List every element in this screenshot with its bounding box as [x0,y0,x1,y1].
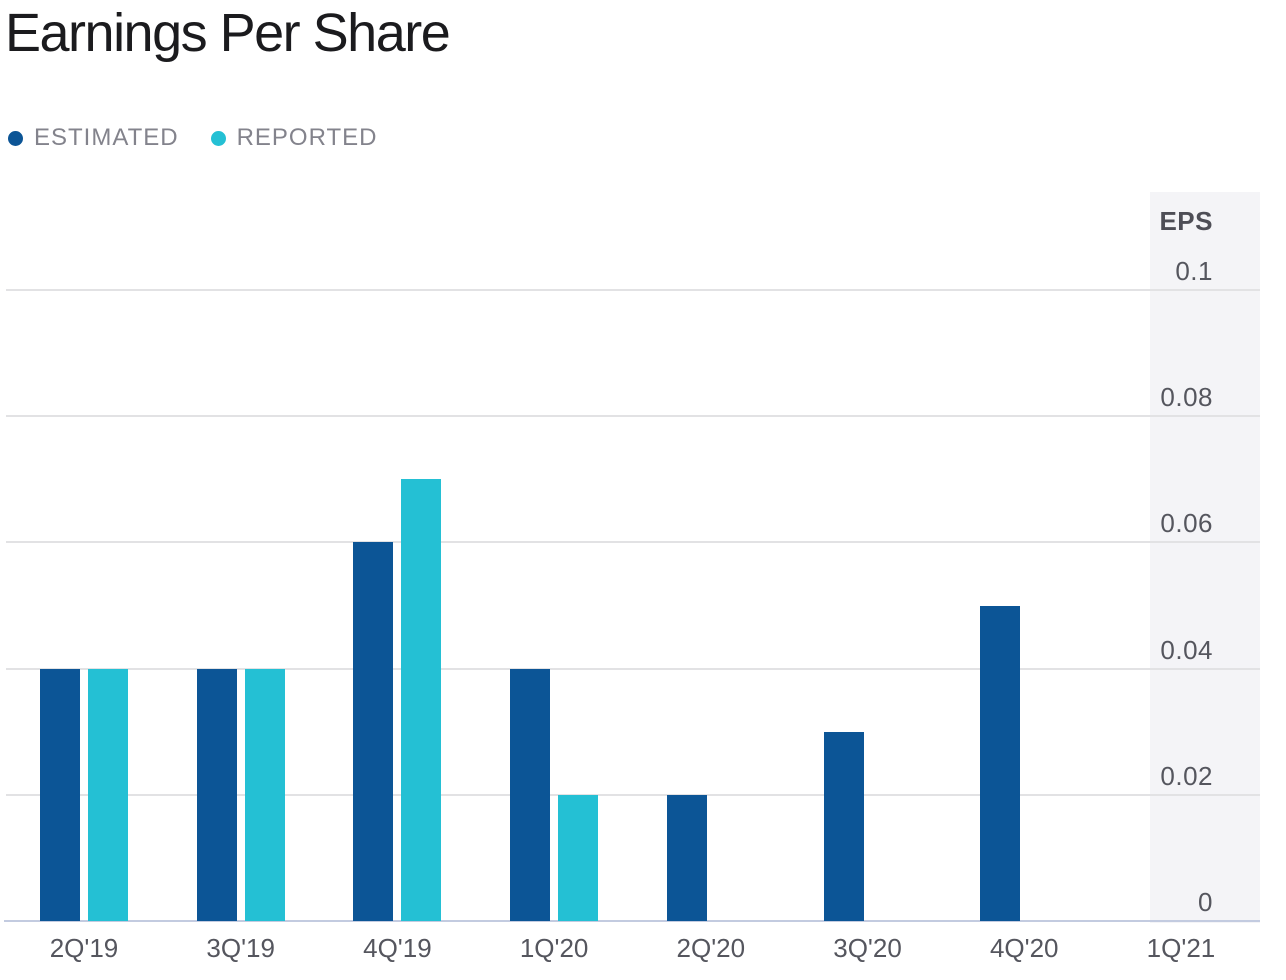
bar-estimated-4q20 [980,606,1021,921]
bar-reported-3q19 [244,669,285,921]
x-axis-line [4,920,1260,922]
bar-estimated-2q19 [40,669,80,921]
grid-line-0.04 [6,668,1260,670]
legend-item-estimated-label: ESTIMATED [34,124,179,151]
x-tick-label-4q19: 4Q'19 [363,933,432,963]
grid-line-0.06 [6,541,1260,543]
x-tick-label-2q19: 2Q'19 [49,933,119,963]
bar-estimated-4q19 [353,542,394,921]
bar-estimated-3q20 [823,732,864,921]
grid-line-0.1 [6,289,1260,291]
legend-item-reported-label: REPORTED [236,124,378,151]
y-tick-label-0.04: 0.04 [1160,635,1213,665]
bar-reported-1q20 [558,795,599,921]
x-tick-label-2q20: 2Q'20 [676,933,746,963]
legend-item-estimated: ESTIMATED [8,124,179,152]
x-tick-label-1q20: 1Q'20 [519,933,589,963]
bar-reported-2q19 [88,669,128,921]
legend-item-reported: REPORTED [210,124,378,152]
estimated-series-dot-icon [8,130,23,146]
bar-estimated-3q19 [196,669,237,921]
grid-line-0.02 [6,794,1260,796]
bar-estimated-1q20 [510,669,551,921]
x-tick-label-3q20: 3Q'20 [833,933,902,963]
bar-reported-4q19 [401,479,442,921]
reported-series-dot-icon [210,130,226,146]
y-tick-label-0.08: 0.08 [1160,382,1213,412]
y-tick-label-0.02: 0.02 [1160,761,1213,791]
x-tick-label-3q19: 3Q'19 [206,933,275,963]
y-axis-title: EPS [1159,206,1213,236]
chart-title: Earnings Per Share [5,3,451,63]
y-tick-label-0.1: 0.1 [1175,256,1213,286]
y-tick-label-0: 0 [1198,887,1213,917]
y-tick-label-0.06: 0.06 [1160,508,1213,538]
grid-line-0.08 [6,415,1260,417]
chart-legend: ESTIMATED REPORTED [8,124,377,152]
bar-estimated-2q20 [666,795,707,921]
current-quarter-highlight [1150,192,1260,923]
x-tick-label-4q20: 4Q'20 [989,933,1059,963]
x-tick-label-1q21: 1Q'21 [1146,933,1216,963]
